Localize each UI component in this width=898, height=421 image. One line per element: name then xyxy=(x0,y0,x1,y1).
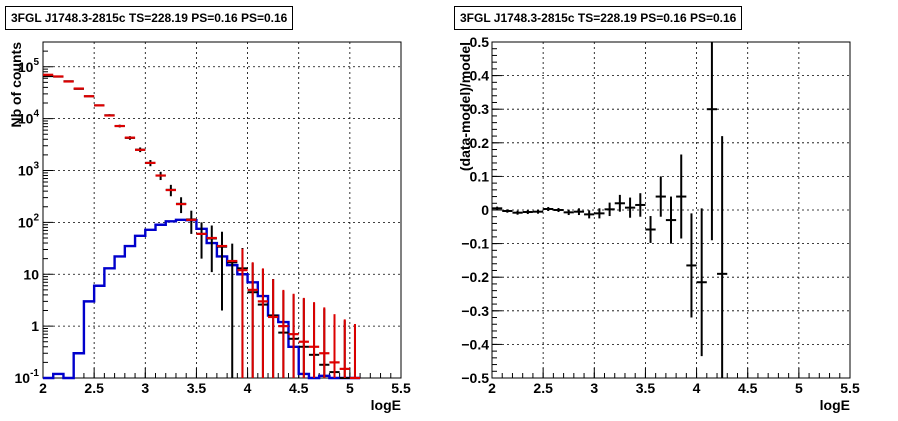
x-axis-label: logE xyxy=(820,397,850,413)
y-tick-label: −0.1 xyxy=(461,236,489,252)
x-tick-label: 4.5 xyxy=(289,380,309,396)
x-tick-label: 2.5 xyxy=(84,380,104,396)
right-chart-title: 3FGL J1748.3-2815c TS=228.19 PS=0.16 PS=… xyxy=(454,6,743,30)
counts-histogram-chart: 2 2.5 3 3.5 4 4.5 5 5.5 10-1 1 10 102 103 104 105 logE N… xyxy=(8,41,411,413)
x-tick-label: 3.5 xyxy=(636,380,656,396)
y-tick-label: 0.1 xyxy=(470,168,490,184)
y-tick-label: 105 xyxy=(18,57,40,75)
y-tick-label: 10 xyxy=(23,266,39,282)
x-tick-label: 5 xyxy=(795,380,803,396)
y-tick-label: 1 xyxy=(31,318,39,334)
source-model-step-line xyxy=(43,218,361,380)
x-tick-label: 4.5 xyxy=(738,380,758,396)
y-tick-label: 102 xyxy=(18,212,40,230)
y-tick-label: 0.5 xyxy=(470,34,490,50)
y-tick-label: −0.3 xyxy=(461,303,489,319)
x-tick-label: 2 xyxy=(488,380,496,396)
x-tick-label: 5.5 xyxy=(391,380,411,396)
y-tick-label: 0.2 xyxy=(470,135,490,151)
left-panel: 3FGL J1748.3-2815c TS=228.19 PS=0.16 PS=… xyxy=(5,6,411,413)
x-tick-label: 3 xyxy=(590,380,598,396)
x-tick-label: 4 xyxy=(693,380,701,396)
y-tick-label: 10-1 xyxy=(15,368,40,386)
x-axis-label: logE xyxy=(371,397,401,413)
y-tick-label: −0.4 xyxy=(461,336,489,352)
x-tick-label: 2 xyxy=(39,380,47,396)
right-panel: 3FGL J1748.3-2815c TS=228.19 PS=0.16 PS=… xyxy=(449,0,898,421)
x-tick-label: 4 xyxy=(244,380,252,396)
y-tick-label: −0.2 xyxy=(461,269,489,285)
left-chart-title: 3FGL J1748.3-2815c TS=228.19 PS=0.16 PS=… xyxy=(5,6,294,30)
x-tick-label: 5 xyxy=(346,380,354,396)
x-tick-label: 5.5 xyxy=(840,380,860,396)
y-tick-label: 104 xyxy=(18,109,40,127)
y-tick-label: 0.3 xyxy=(470,101,490,117)
y-axis-label: (data-model)/model xyxy=(457,42,473,171)
y-tick-label: 0 xyxy=(481,202,489,218)
x-tick-label: 2.5 xyxy=(533,380,553,396)
residuals-chart: 2 2.5 3 3.5 4 4.5 5 5.5 −0.5 −0.4 −0.3 −0.2 −0.1 0 0.1… xyxy=(457,34,860,413)
plot-frame xyxy=(42,41,402,379)
x-tick-label: 3.5 xyxy=(187,380,207,396)
y-tick-label: 103 xyxy=(18,161,40,179)
y-tick-label: −0.5 xyxy=(461,370,489,386)
x-tick-label: 3 xyxy=(141,380,149,396)
y-axis-label: Nb of counts xyxy=(8,42,24,128)
y-tick-label: 0.4 xyxy=(470,68,490,84)
